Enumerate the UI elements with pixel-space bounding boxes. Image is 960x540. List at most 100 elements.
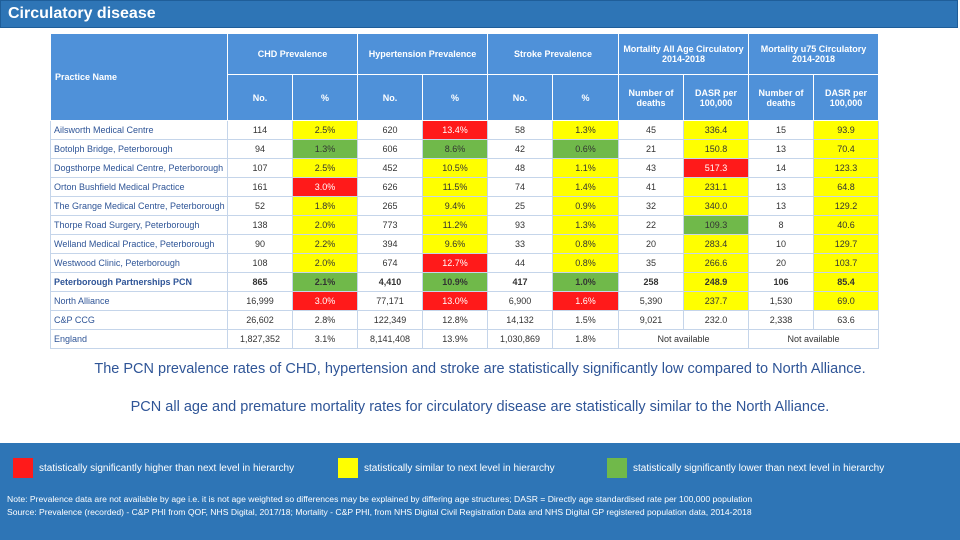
table-row: Peterborough Partnerships PCN 865 2.1% 4,41… [50, 272, 879, 292]
data-cell: 13.9% [422, 329, 488, 349]
not-available-cell: Not available [618, 329, 749, 349]
data-cell: 11.2% [422, 215, 488, 235]
practice-name-cell: Dogsthorpe Medical Centre, Peterborough [50, 158, 228, 178]
data-cell: 1.3% [552, 120, 619, 140]
practice-name-cell: North Alliance [50, 291, 228, 311]
data-cell: 5,390 [618, 291, 684, 311]
circulatory-table: Practice Name CHD Prevalence Hypertensio… [50, 33, 879, 349]
data-cell: 109.3 [683, 215, 749, 235]
sub-header: No. [227, 74, 293, 121]
data-cell: 45 [618, 120, 684, 140]
sub-header: No. [487, 74, 553, 121]
data-cell: 10 [748, 234, 814, 254]
data-cell: 108 [227, 253, 293, 273]
data-cell: 6,900 [487, 291, 553, 311]
practice-name-cell: C&P CCG [50, 310, 228, 330]
table-row: C&P CCG 26,602 2.8% 122,349 12.8% 14,132 1.5% 9… [50, 310, 879, 330]
header-bar: Circulatory disease [0, 0, 958, 28]
data-cell: 248.9 [683, 272, 749, 292]
data-cell: 13 [748, 196, 814, 216]
data-cell: 9.6% [422, 234, 488, 254]
data-cell: 26,602 [227, 310, 293, 330]
practice-name-cell: Ailsworth Medical Centre [50, 120, 228, 140]
data-cell: 32 [618, 196, 684, 216]
data-cell: 12.8% [422, 310, 488, 330]
data-cell: 10.9% [422, 272, 488, 292]
data-cell: 70.4 [813, 139, 879, 159]
source-text: Source: Prevalence (recorded) - C&P PHI … [7, 507, 752, 517]
table-row: Westwood Clinic, Peterborough 108 2.0% 674 1… [50, 253, 879, 273]
table-row: Orton Bushfield Medical Practice 161 3.0% 6… [50, 177, 879, 197]
data-cell: 3.1% [292, 329, 358, 349]
data-cell: 2.2% [292, 234, 358, 254]
data-cell: 1.3% [552, 215, 619, 235]
not-available-cell: Not available [748, 329, 879, 349]
data-cell: 865 [227, 272, 293, 292]
data-cell: 123.3 [813, 158, 879, 178]
legend-swatch-yellow [338, 458, 358, 478]
practice-name-cell: Peterborough Partnerships PCN [50, 272, 228, 292]
data-cell: 10.5% [422, 158, 488, 178]
table-row: Thorpe Road Surgery, Peterborough 138 2.0%… [50, 215, 879, 235]
data-cell: 1.0% [552, 272, 619, 292]
data-cell: 9,021 [618, 310, 684, 330]
data-cell: 394 [357, 234, 423, 254]
data-cell: 1.8% [552, 329, 619, 349]
note-text: Note: Prevalence data are not available … [7, 494, 753, 504]
data-cell: 2.0% [292, 253, 358, 273]
data-cell: 107 [227, 158, 293, 178]
data-cell: 40.6 [813, 215, 879, 235]
data-cell: 150.8 [683, 139, 749, 159]
data-cell: 2.5% [292, 158, 358, 178]
data-cell: 13 [748, 177, 814, 197]
data-cell: 48 [487, 158, 553, 178]
data-cell: 1.8% [292, 196, 358, 216]
data-cell: 33 [487, 234, 553, 254]
data-cell: 138 [227, 215, 293, 235]
data-cell: 16,999 [227, 291, 293, 311]
data-cell: 3.0% [292, 177, 358, 197]
sub-header: DASR per 100,000 [813, 74, 879, 121]
data-cell: 0.8% [552, 234, 619, 254]
data-cell: 69.0 [813, 291, 879, 311]
table-row: Welland Medical Practice, Peterborough 90… [50, 234, 879, 254]
data-cell: 626 [357, 177, 423, 197]
practice-name-cell: Thorpe Road Surgery, Peterborough [50, 215, 228, 235]
data-cell: 129.7 [813, 234, 879, 254]
legend-label: statistically similar to next level in h… [364, 463, 555, 474]
mortality-u75-header: Mortality u75 Circulatory 2014-2018 [748, 33, 879, 75]
practice-name-cell: England [50, 329, 228, 349]
data-cell: 265 [357, 196, 423, 216]
data-cell: 44 [487, 253, 553, 273]
data-cell: 13.4% [422, 120, 488, 140]
data-cell: 620 [357, 120, 423, 140]
practice-name-header: Practice Name [50, 33, 228, 121]
data-cell: 0.9% [552, 196, 619, 216]
data-cell: 35 [618, 253, 684, 273]
data-cell: 417 [487, 272, 553, 292]
page-title: Circulatory disease [8, 5, 156, 22]
table-row: Ailsworth Medical Centre 114 2.5% 620 13.4% 5… [50, 120, 879, 140]
data-cell: 9.4% [422, 196, 488, 216]
data-cell: 1.3% [292, 139, 358, 159]
data-cell: 2.5% [292, 120, 358, 140]
legend-label: statistically significantly lower than n… [633, 463, 885, 474]
data-cell: 2.1% [292, 272, 358, 292]
data-cell: 1,827,352 [227, 329, 293, 349]
hypertension-prevalence-header: Hypertension Prevalence [357, 33, 488, 75]
data-cell: 64.8 [813, 177, 879, 197]
data-cell: 42 [487, 139, 553, 159]
data-cell: 4,410 [357, 272, 423, 292]
practice-name-cell: The Grange Medical Centre, Peterborough [50, 196, 228, 216]
data-cell: 77,171 [357, 291, 423, 311]
sub-header: No. [357, 74, 423, 121]
table-row: North Alliance 16,999 3.0% 77,171 13.0% 6,900… [50, 291, 879, 311]
data-cell: 103.7 [813, 253, 879, 273]
data-cell: 0.8% [552, 253, 619, 273]
data-cell: 43 [618, 158, 684, 178]
sub-header: Number of deaths [618, 74, 684, 121]
data-cell: 1.6% [552, 291, 619, 311]
data-cell: 8,141,408 [357, 329, 423, 349]
table-row-england: England 1,827,352 3.1% 8,141,408 13.9% 1… [50, 329, 879, 349]
prevalence-statement: The PCN prevalence rates of CHD, hyperte… [94, 361, 866, 377]
